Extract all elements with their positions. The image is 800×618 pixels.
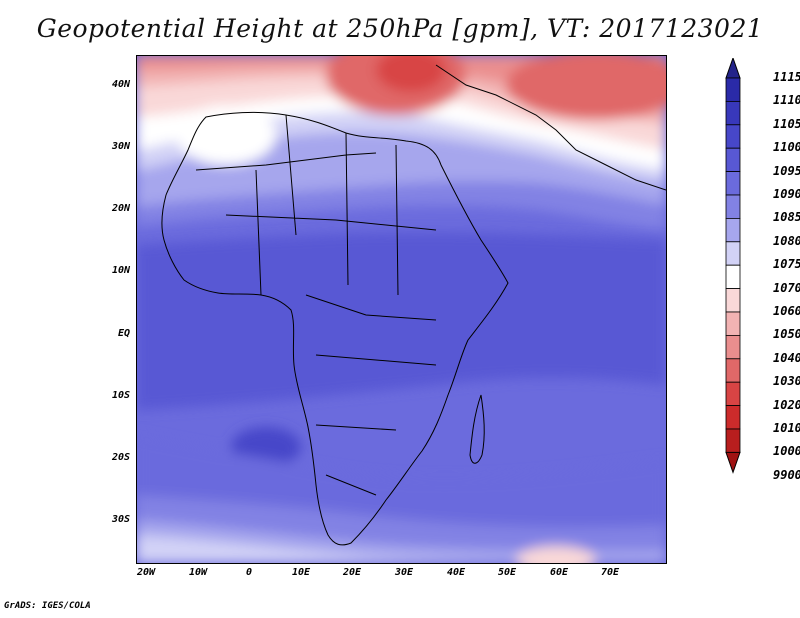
lon-label: 10W (188, 567, 208, 578)
lon-label: 10E (291, 567, 311, 578)
colorbar-label: 10900 (773, 187, 800, 201)
colorbar-segment (725, 405, 741, 430)
lat-label: 40N (111, 79, 130, 90)
colorbar-segment (725, 124, 741, 149)
colorbar-label: 10600 (773, 304, 800, 318)
lat-label: 30S (111, 514, 130, 525)
colorbar-label: 10700 (773, 280, 800, 295)
lat-label: 30N (111, 141, 130, 152)
colorbar-label: 10100 (773, 421, 800, 435)
height-field-map (136, 55, 666, 563)
colorbar (725, 58, 741, 474)
colorbar-segment (725, 194, 741, 219)
lon-label: 20E (342, 567, 362, 578)
credit-footer: GrADS: IGES/COLA (4, 601, 91, 611)
colorbar-label: 10500 (773, 327, 800, 342)
colorbar-label: 9900 (773, 467, 800, 482)
lon-label: 30E (394, 567, 414, 578)
colorbar-segment (725, 428, 741, 453)
colorbar-segment (725, 241, 741, 266)
colorbar-segment (725, 334, 741, 360)
colorbar-segment (725, 171, 741, 196)
lat-label: EQ (117, 328, 130, 339)
lat-label: 20N (111, 203, 130, 214)
colorbar-segment (725, 217, 741, 243)
colorbar-segment (725, 358, 741, 383)
colorbar-segment (725, 101, 741, 126)
colorbar-label: 10800 (773, 233, 800, 248)
colorbar-top-arrow (725, 58, 741, 79)
colorbar-label: 11000 (773, 140, 800, 155)
colorbar-label: 10000 (773, 444, 800, 459)
map-title: Geopotential Height at 250hPa [gpm], VT:… (36, 14, 764, 43)
colorbar-segment (725, 147, 741, 172)
colorbar-segment (725, 77, 741, 102)
lon-label: 0 (245, 567, 253, 578)
colorbar-label: 11050 (773, 116, 800, 131)
colorbar-segment (725, 311, 741, 336)
lon-label: 50E (497, 567, 517, 578)
lat-label: 20S (111, 452, 130, 463)
colorbar-segment (725, 288, 741, 313)
colorbar-label: 10400 (773, 350, 800, 365)
lat-label: 10S (111, 390, 130, 401)
lon-label: 40E (446, 567, 466, 578)
colorbar-label: 10300 (773, 374, 800, 389)
colorbar-label: 11150 (773, 70, 800, 84)
colorbar-label: 10950 (773, 163, 800, 178)
colorbar-bottom-arrow (725, 451, 741, 474)
lon-label: 20W (136, 567, 156, 578)
colorbar-label: 10200 (773, 397, 800, 412)
lat-label: 10N (111, 265, 130, 276)
contour-field (136, 55, 666, 563)
colorbar-segment (725, 381, 741, 407)
colorbar-segment (725, 264, 741, 289)
colorbar-label: 11100 (773, 93, 800, 108)
coastline (161, 64, 666, 546)
colorbar-label: 10850 (773, 210, 800, 225)
colorbar-label: 10750 (773, 257, 800, 272)
lon-label: 70E (600, 567, 620, 578)
lon-label: 60E (549, 567, 569, 578)
